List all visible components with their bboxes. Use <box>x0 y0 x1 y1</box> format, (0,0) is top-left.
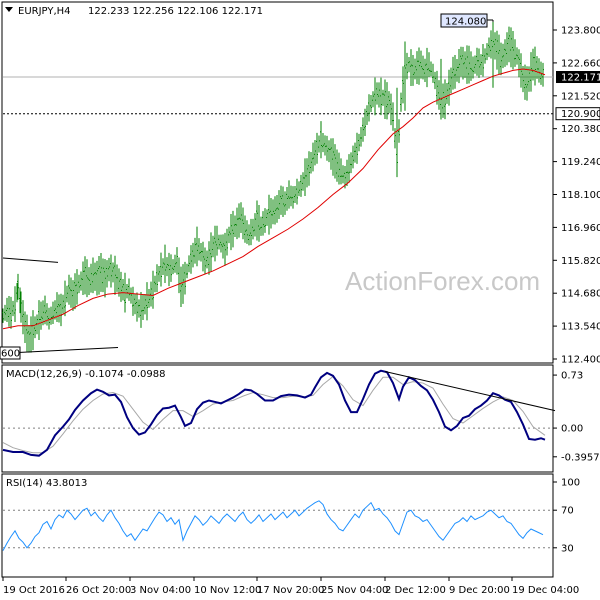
macd-y-tick-label: 0.00 <box>561 424 583 435</box>
x-tick-label: 10 Nov 12:00 <box>194 585 261 596</box>
macd-y-tick-label: 0.73 <box>561 371 583 382</box>
x-tick-label: 19 Oct 2016 <box>3 585 65 596</box>
rsi-y-tick-label: 100 <box>561 478 580 489</box>
price-y-tick-label: 121.520 <box>561 91 600 102</box>
price-y-ticks: 123.800 122.660 121.520 120.380 119.240 118.1… <box>553 26 600 366</box>
x-tick-label: 9 Dec 20:00 <box>449 585 510 596</box>
rsi-y-ticks: 100 70 30 <box>553 478 580 554</box>
macd-panel-frame <box>1 364 554 473</box>
trendlines-group <box>2 257 119 354</box>
price-labels: 122.171 120.900 124.080 600 <box>0 13 600 360</box>
price-y-tick-label: 113.540 <box>561 322 600 333</box>
price-y-tick-label: 120.380 <box>561 124 600 135</box>
macd-trendline <box>384 370 556 412</box>
macd-lines <box>2 369 556 457</box>
lower-trendline <box>2 346 119 354</box>
dropdown-triangle-icon <box>5 7 13 12</box>
x-tick-label: 2 Dec 12:00 <box>385 585 446 596</box>
rsi-title: RSI(14) 43.8013 <box>6 478 87 489</box>
left-price-badge <box>0 346 21 360</box>
moving-average-line <box>2 68 546 330</box>
rsi-levels <box>3 509 553 549</box>
support-price-badge <box>555 107 600 121</box>
upper-trendline <box>2 257 59 263</box>
price-y-tick-label: 112.400 <box>561 355 600 366</box>
macd-y-tick-label: -0.3957 <box>561 452 600 463</box>
rsi-panel-frame <box>1 473 554 578</box>
price-y-tick-label: 122.660 <box>561 58 600 69</box>
price-y-tick-label: 119.240 <box>561 157 600 168</box>
price-y-tick-label: 116.960 <box>561 223 600 234</box>
symbol-label: EURJPY,H4 <box>18 6 71 17</box>
price-y-tick-label: 118.100 <box>561 190 600 201</box>
ohlc-label: 122.233 122.256 122.106 122.171 <box>88 6 263 17</box>
x-tick-label: 26 Oct 20:00 <box>66 585 131 596</box>
left-price-label: 600 <box>1 349 20 360</box>
macd-title: MACD(12,26,9) -0.1074 -0.0988 <box>6 369 166 380</box>
price-y-tick-label: 114.680 <box>561 289 600 300</box>
rsi-line <box>2 500 544 551</box>
price-y-tick-label: 115.820 <box>561 256 600 267</box>
x-tick-label: 3 Nov 04:00 <box>130 585 191 596</box>
price-panel-frame <box>1 1 554 364</box>
macd-y-ticks: 0.73 0.00 -0.3957 <box>553 371 600 463</box>
x-tick-label: 25 Nov 04:00 <box>321 585 388 596</box>
rsi-y-tick-label: 30 <box>561 543 574 554</box>
x-tick-label: 17 Nov 20:00 <box>257 585 324 596</box>
macd-line <box>2 369 546 457</box>
watermark: ActionForex.com <box>345 266 540 296</box>
high-price-label: 124.080 <box>445 17 486 28</box>
price-bars <box>2 21 544 353</box>
current-price-label: 122.171 <box>561 73 600 84</box>
rsi-lines <box>2 500 544 551</box>
moving-average-group <box>2 68 546 330</box>
x-axis-ticks: 19 Oct 2016 26 Oct 20:003 Nov 04:00 10 Nov… <box>2 577 579 596</box>
x-tick-label: 19 Dec 04:00 <box>512 585 579 596</box>
rsi-y-tick-label: 70 <box>561 506 574 517</box>
price-y-tick-label: 123.800 <box>561 26 600 37</box>
current-price-badge <box>556 71 600 84</box>
support-price-label: 120.900 <box>561 109 600 120</box>
macd-signal-line <box>2 375 546 454</box>
